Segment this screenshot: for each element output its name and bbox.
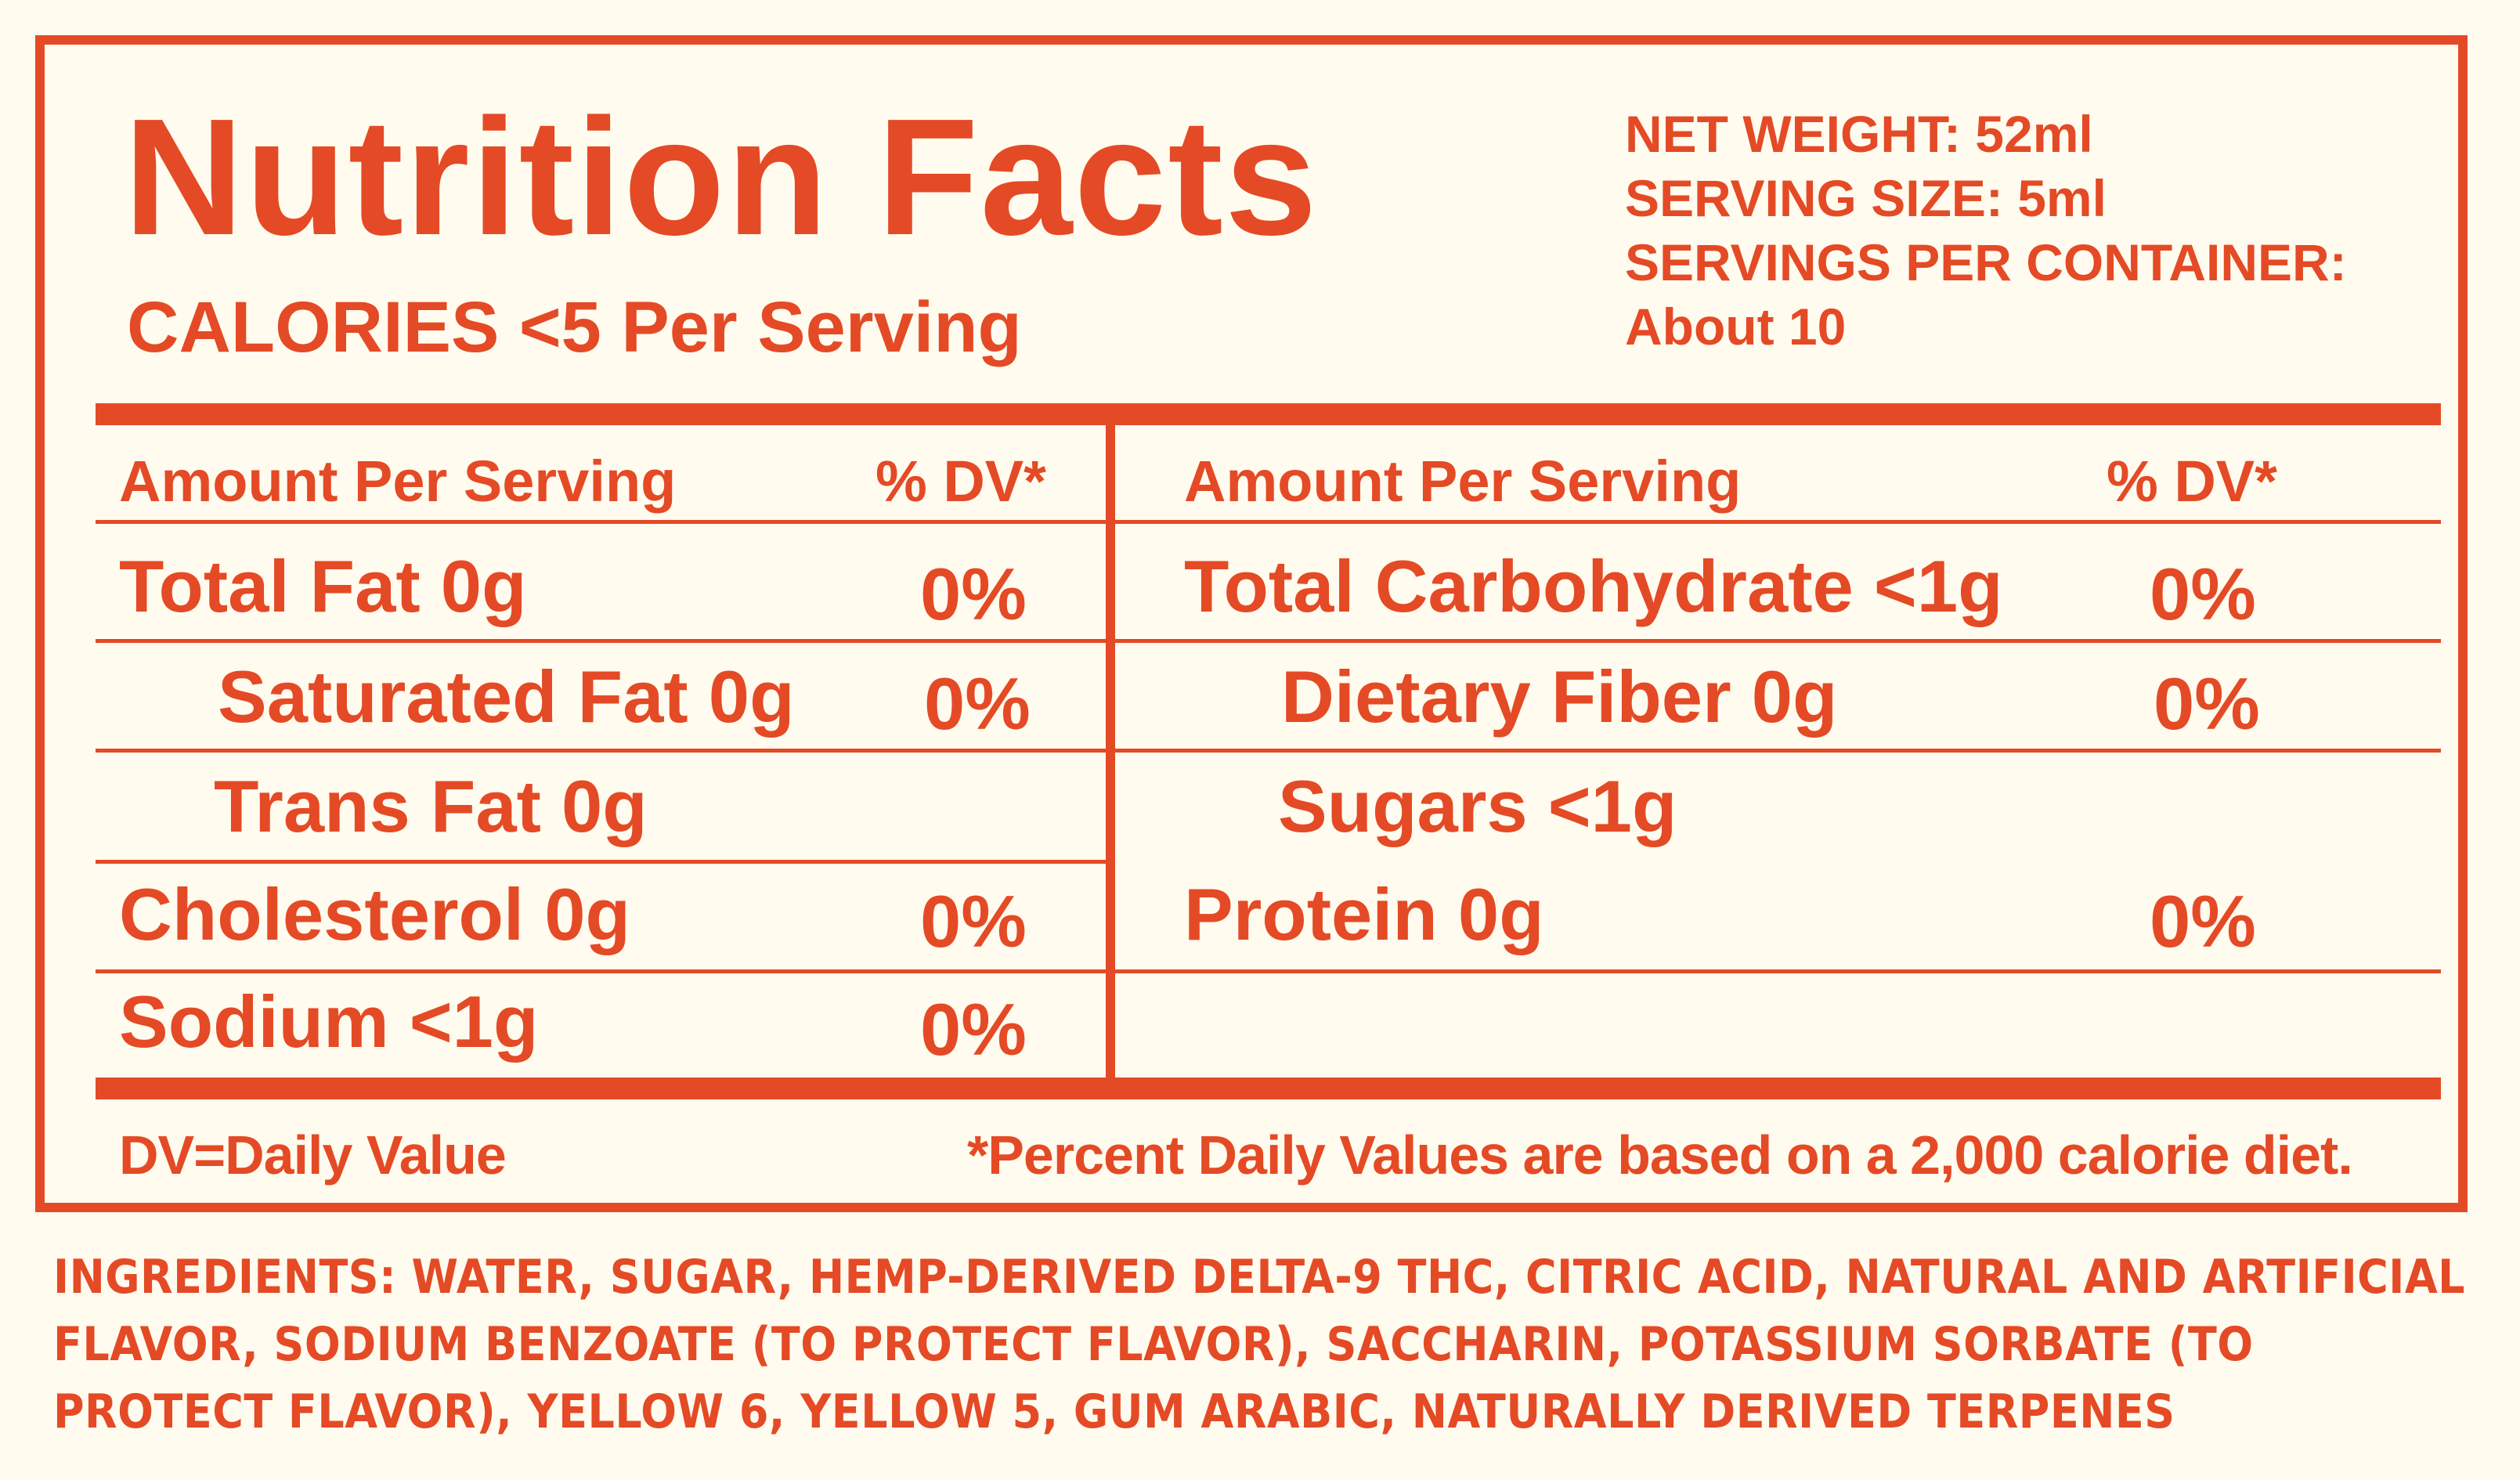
dv-header-left: % DV* [876, 449, 1046, 514]
protein-dv: 0% [2150, 880, 2256, 962]
nutrition-facts-title: Nutrition Facts [124, 84, 1319, 269]
top-thick-rule [96, 403, 2441, 425]
dietary-fiber-dv: 0% [2154, 662, 2260, 745]
amount-per-serving-header-right: Amount Per Serving [1184, 449, 1742, 514]
column-divider [1106, 425, 1115, 1078]
net-weight: NET WEIGHT: 52ml [1625, 105, 2093, 163]
nutrition-facts-panel [35, 35, 2468, 1212]
total-carbohydrate-dv: 0% [2150, 553, 2256, 635]
total-carbohydrate-label: Total Carbohydrate <1g [1184, 545, 2003, 627]
saturated-fat-dv: 0% [924, 662, 1031, 745]
ingredients-list: INGREDIENTS: WATER, SUGAR, HEMP-DERIVED … [53, 1250, 2466, 1439]
dv-definition: DV=Daily Value [119, 1124, 507, 1186]
row-rule [1115, 639, 2441, 643]
row-rule [96, 749, 1106, 753]
dv-header-right: % DV* [2107, 449, 2277, 514]
saturated-fat-label: Saturated Fat 0g [218, 655, 795, 738]
total-fat-dv: 0% [920, 553, 1027, 635]
total-fat-label: Total Fat 0g [119, 545, 527, 627]
row-rule [96, 520, 1106, 524]
row-rule [1115, 749, 2441, 753]
bottom-thick-rule [96, 1078, 2441, 1099]
protein-label: Protein 0g [1184, 873, 1544, 955]
sugars-label: Sugars <1g [1278, 765, 1677, 847]
row-rule [1115, 520, 2441, 524]
row-rule [96, 860, 1106, 864]
servings-per-container-value: About 10 [1625, 298, 1847, 356]
servings-per-container-label: SERVINGS PER CONTAINER: [1625, 233, 2347, 291]
percent-daily-values-note: *Percent Daily Values are based on a 2,0… [967, 1124, 2353, 1186]
serving-size: SERVING SIZE: 5ml [1625, 169, 2107, 227]
sodium-dv: 0% [920, 988, 1027, 1070]
row-rule [1115, 969, 2441, 973]
row-rule [96, 969, 1106, 973]
trans-fat-label: Trans Fat 0g [214, 765, 648, 847]
cholesterol-label: Cholesterol 0g [119, 873, 630, 955]
dietary-fiber-label: Dietary Fiber 0g [1281, 655, 1838, 738]
cholesterol-dv: 0% [920, 880, 1027, 962]
amount-per-serving-header-left: Amount Per Serving [119, 449, 677, 514]
row-rule [96, 639, 1106, 643]
sodium-label: Sodium <1g [119, 980, 539, 1063]
calories-per-serving: CALORIES <5 Per Serving [127, 287, 1022, 367]
